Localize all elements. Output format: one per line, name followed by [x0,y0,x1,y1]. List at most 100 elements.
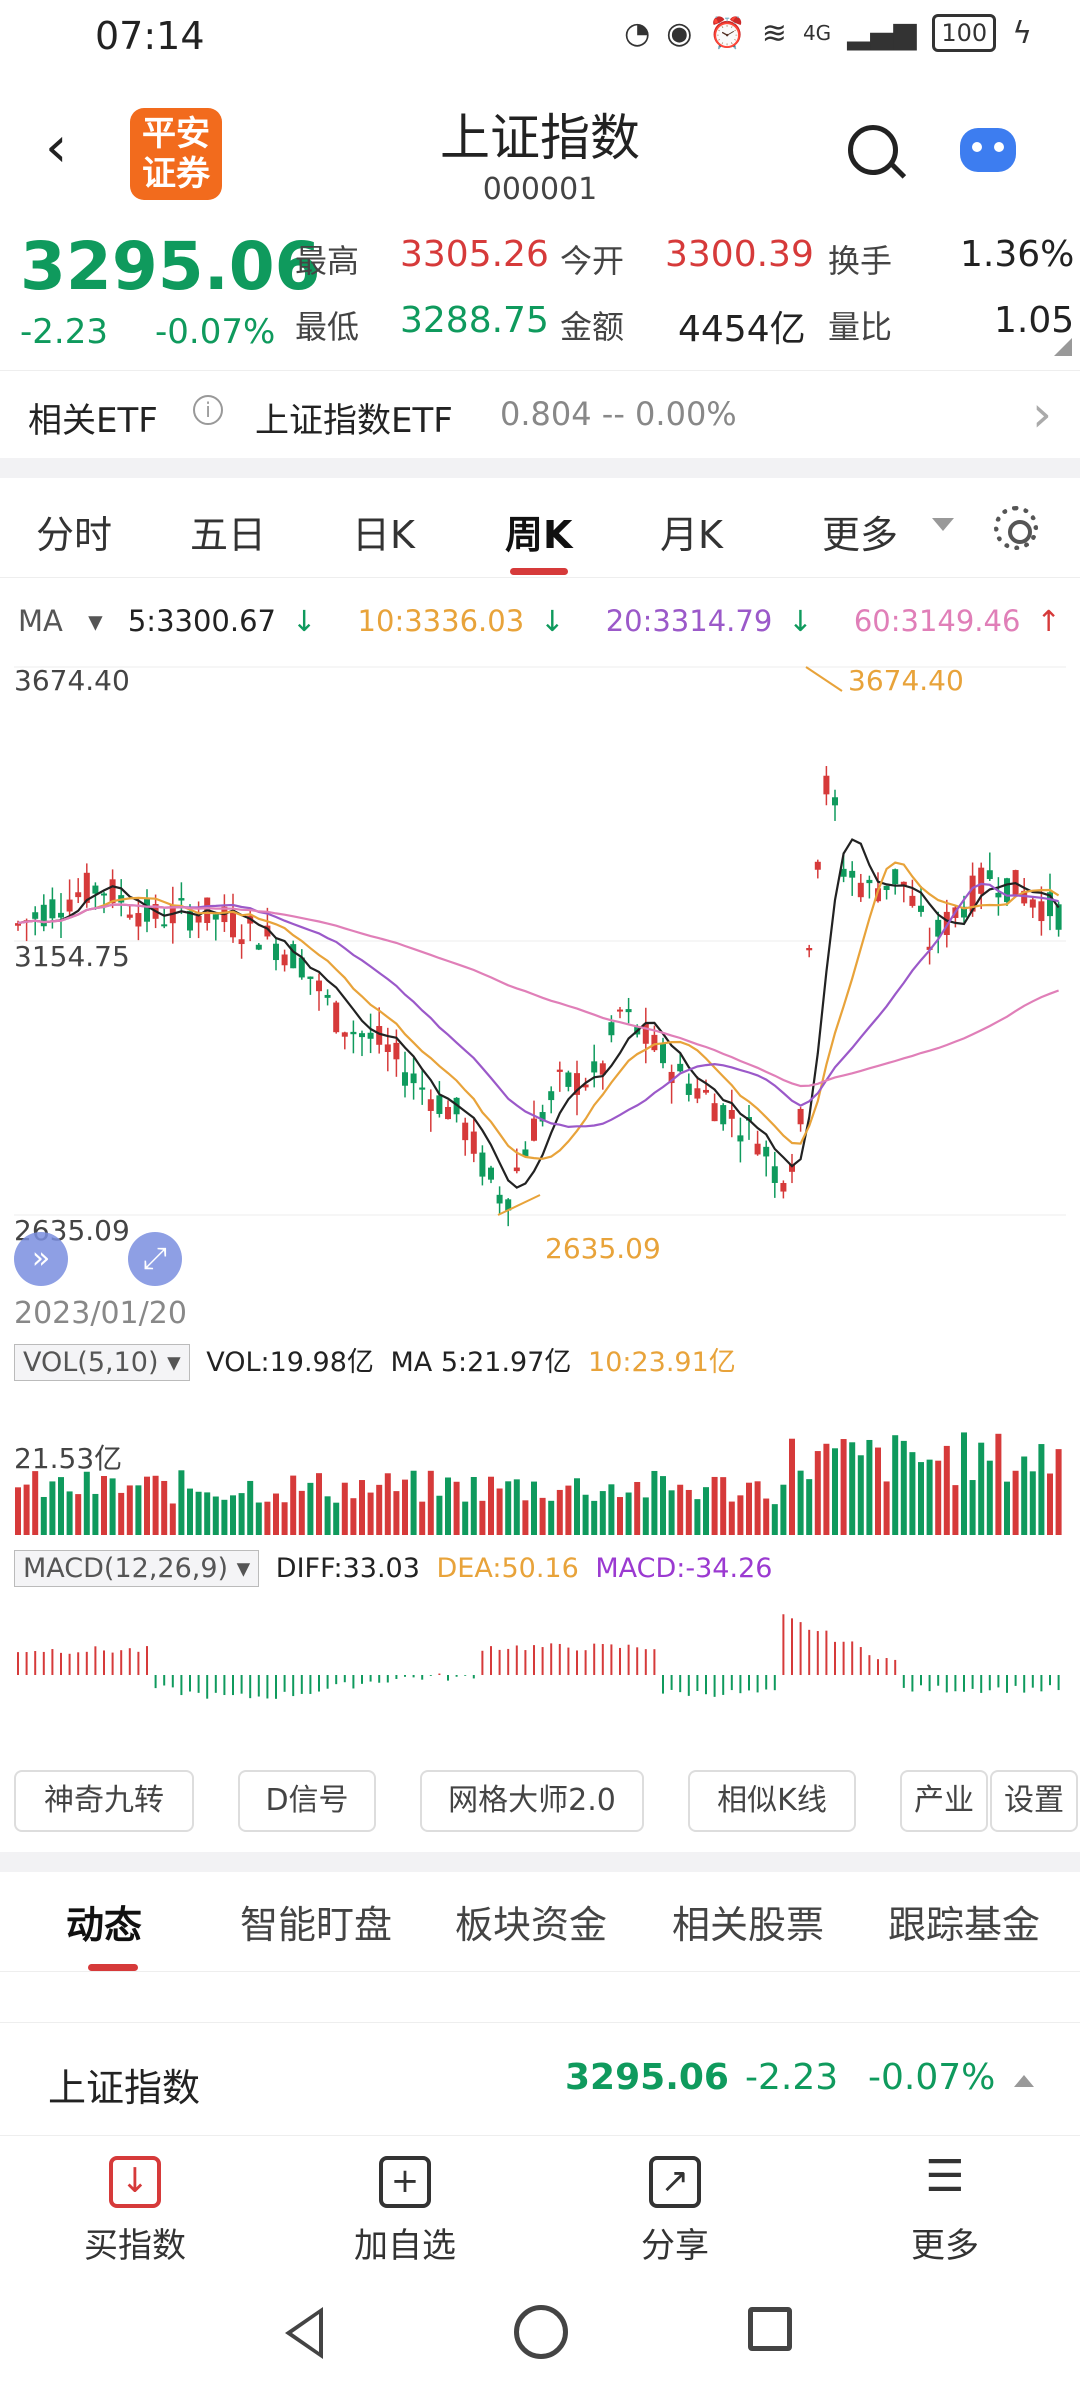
volume-bar [591,1500,598,1535]
caret-down-icon[interactable] [932,518,954,531]
volume-chart[interactable] [0,1380,1080,1540]
volume-bar [221,1499,228,1535]
candle-body [92,885,99,894]
volume-bar [531,1481,537,1535]
candle-body [840,868,847,877]
volume-bar [677,1484,684,1535]
chip-similar-k[interactable]: 相似K线 [688,1770,856,1832]
turnover-value: 1.36% [960,234,1075,275]
high-leader [805,666,843,692]
tab-monthly-k[interactable]: 月K [660,513,723,557]
low-label: 最低 [295,308,360,346]
candle-body [548,1091,555,1101]
volume-axis-label: 21.53亿 [14,1442,123,1475]
volume-bar [350,1498,357,1535]
candle-body [720,1105,727,1125]
more-button[interactable]: ☰ 更多 [865,2151,1025,2267]
macd-indicator-select[interactable]: MACD(12,26,9) ▾ [14,1550,260,1587]
volume-bar [574,1478,580,1535]
tab-more[interactable]: 更多 [822,513,899,557]
tab-sector-funds[interactable]: 板块资金 [455,1903,608,1947]
fullscreen-icon[interactable]: ⤢ [128,1232,182,1286]
candle-body [359,1033,365,1038]
tab-daily-k[interactable]: 日K [352,513,415,557]
caret-up-icon[interactable] [1014,2075,1034,2087]
menu-icon: ☰ [925,2151,965,2202]
chip-magic-nine[interactable]: 神奇九转 [14,1770,194,1832]
nav-home-icon[interactable] [514,2305,568,2359]
back-icon[interactable]: ‹ [45,115,68,180]
chip-d-signal[interactable]: D信号 [238,1770,376,1832]
candle-body [15,923,21,926]
broker-logo: 平安 证券 [130,108,222,200]
page-title: 上证指数 [440,109,640,167]
volume-bar [513,1479,520,1535]
volume-bar [255,1502,262,1535]
candle-body [273,943,279,961]
tab-smart-watch[interactable]: 智能盯盘 [240,1903,393,1947]
candlestick-chart[interactable] [0,655,1080,1275]
etf-name: 上证指数ETF [255,401,453,441]
status-bar: 07:14 ◔ ◉ ⏰ ≋ 4G ▂▄▆ 100 ϟ [0,0,1080,78]
low-annotation: 2635.09 [545,1232,661,1265]
arrow-up-icon: ↑ [1036,604,1061,638]
tab-five-day[interactable]: 五日 [190,513,267,557]
chip-grid-master[interactable]: 网格大师2.0 [420,1770,644,1832]
volume-bar [918,1462,924,1535]
volume-bar [462,1501,469,1535]
price-change-pct: -0.07% [155,312,276,352]
candle-body [909,895,916,906]
chip-industry[interactable]: 产业 [900,1770,988,1832]
robot-assistant-icon[interactable] [960,128,1016,172]
ma-label[interactable]: MA ▾ [18,604,103,638]
volume-bar [83,1471,90,1535]
volume-bar [806,1479,813,1535]
sticky-quote-row[interactable]: 上证指数 3295.06 -2.23 -0.07% [0,2022,1080,2132]
candle-body [1004,878,1010,903]
candle-body [393,1042,400,1060]
ma10-line [17,861,1060,1160]
tab-weekly-k[interactable]: 周K [505,513,573,557]
volume-bar [281,1502,288,1535]
current-price: 3295.06 [20,228,321,305]
candle-body [1055,904,1062,930]
fast-forward-icon[interactable]: » [14,1232,68,1286]
buy-index-button[interactable]: ↓ 买指数 [55,2156,215,2267]
nav-recent-icon[interactable] [748,2307,792,2351]
volume-bar [737,1495,744,1535]
tab-related-stocks[interactable]: 相关股票 [672,1903,825,1947]
volume-bar [840,1439,847,1535]
candle-body [969,875,976,912]
volume-bar [324,1496,331,1535]
info-icon[interactable]: i [193,395,223,425]
ma10-text: 10:3336.03 [357,604,525,638]
related-etf-bar[interactable]: 相关ETF i 上证指数ETF 0.804 -- 0.00% › [0,370,1080,458]
candle-body [49,899,56,919]
volume-bar [909,1452,916,1535]
search-icon[interactable] [848,125,898,175]
volume-bar [247,1480,254,1535]
volume-bar [118,1492,125,1535]
candle-body [290,944,297,969]
gear-icon[interactable] [994,506,1038,550]
nav-back-icon[interactable] [285,2307,323,2359]
chevron-right-icon[interactable]: › [1032,385,1052,443]
high-annotation: 3674.40 [848,664,964,697]
candle-body [264,925,271,937]
macd-chart[interactable] [0,1590,1080,1750]
tab-dynamics[interactable]: 动态 [66,1903,143,1947]
tab-tracking-funds[interactable]: 跟踪基金 [888,1903,1041,1947]
tab-intraday[interactable]: 分时 [36,513,113,557]
candle-body [307,976,314,979]
candle-body [410,1073,417,1084]
volume-bar [40,1496,47,1535]
candle-body [857,882,864,898]
add-watchlist-button[interactable]: + 加自选 [325,2156,485,2267]
volume-indicator-select[interactable]: VOL(5,10) ▾ [14,1344,190,1381]
chip-settings[interactable]: 设置 [990,1770,1078,1832]
volume-bar [204,1492,211,1535]
expand-corner-icon[interactable] [1054,338,1072,356]
share-button[interactable]: ↗ 分享 [595,2156,755,2267]
ma60-text: 60:3149.46 [853,604,1021,638]
